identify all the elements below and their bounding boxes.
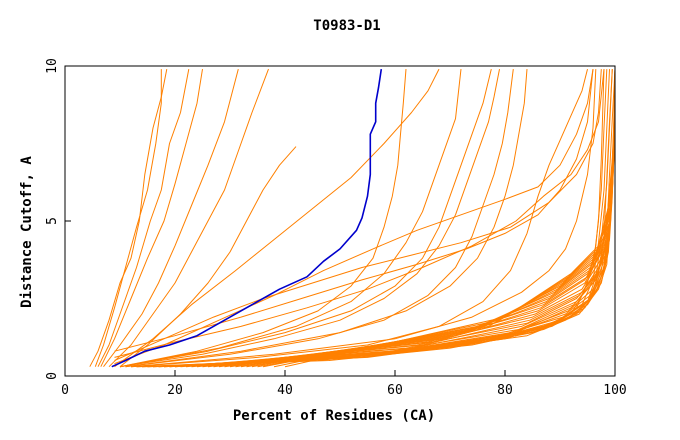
series-line-16: [119, 69, 407, 368]
series-line-53: [273, 69, 616, 368]
series-line-36: [174, 69, 616, 368]
series-line-4: [100, 69, 203, 367]
series-line-20: [130, 69, 597, 368]
series-layer: [89, 68, 616, 368]
series-line-11: [114, 69, 594, 365]
y-tick-label: 10: [45, 58, 60, 74]
series-line-12: [114, 69, 594, 352]
series-line-32: [163, 69, 616, 368]
series-line-37: [180, 69, 616, 368]
x-tick-label: 80: [497, 383, 513, 398]
x-tick-label: 40: [277, 383, 293, 398]
y-axis-ticks: 0 5 10: [45, 58, 71, 380]
series-line-5: [103, 68, 239, 368]
series-line-3: [97, 69, 190, 367]
series-line-1: [89, 69, 168, 367]
series-line-18: [125, 69, 528, 368]
series-line-33: [169, 69, 616, 368]
series-line-54: [284, 69, 616, 368]
series-line-34: [169, 69, 616, 368]
series-line-10: [114, 69, 605, 358]
series-line-35: [174, 69, 616, 368]
series-line-19: [130, 68, 588, 368]
series-line-6: [108, 68, 269, 368]
series-line-8: [119, 146, 297, 368]
series-line-15: [119, 69, 462, 368]
series-line-7: [114, 68, 440, 368]
chart-title: T0983-D1: [313, 18, 380, 34]
x-axis-label: Percent of Residues (CA): [233, 408, 435, 424]
series-line-17: [125, 69, 514, 368]
y-axis-label: Distance Cutoff, A: [19, 156, 35, 308]
x-tick-label: 20: [167, 383, 183, 398]
series-line-21: [136, 69, 605, 368]
y-tick-label: 5: [45, 217, 60, 225]
x-tick-label: 100: [603, 383, 626, 398]
series-line-14: [119, 68, 492, 368]
x-tick-label: 60: [387, 383, 403, 398]
series-line-2: [94, 69, 162, 367]
y-tick-label: 0: [45, 372, 60, 380]
x-axis-ticks: 0 20 40 60 80 100: [61, 370, 627, 398]
series-line-13: [119, 69, 500, 368]
series-line-38: [185, 69, 616, 368]
highlighted-series-line: [111, 68, 383, 368]
x-tick-label: 0: [61, 383, 69, 398]
